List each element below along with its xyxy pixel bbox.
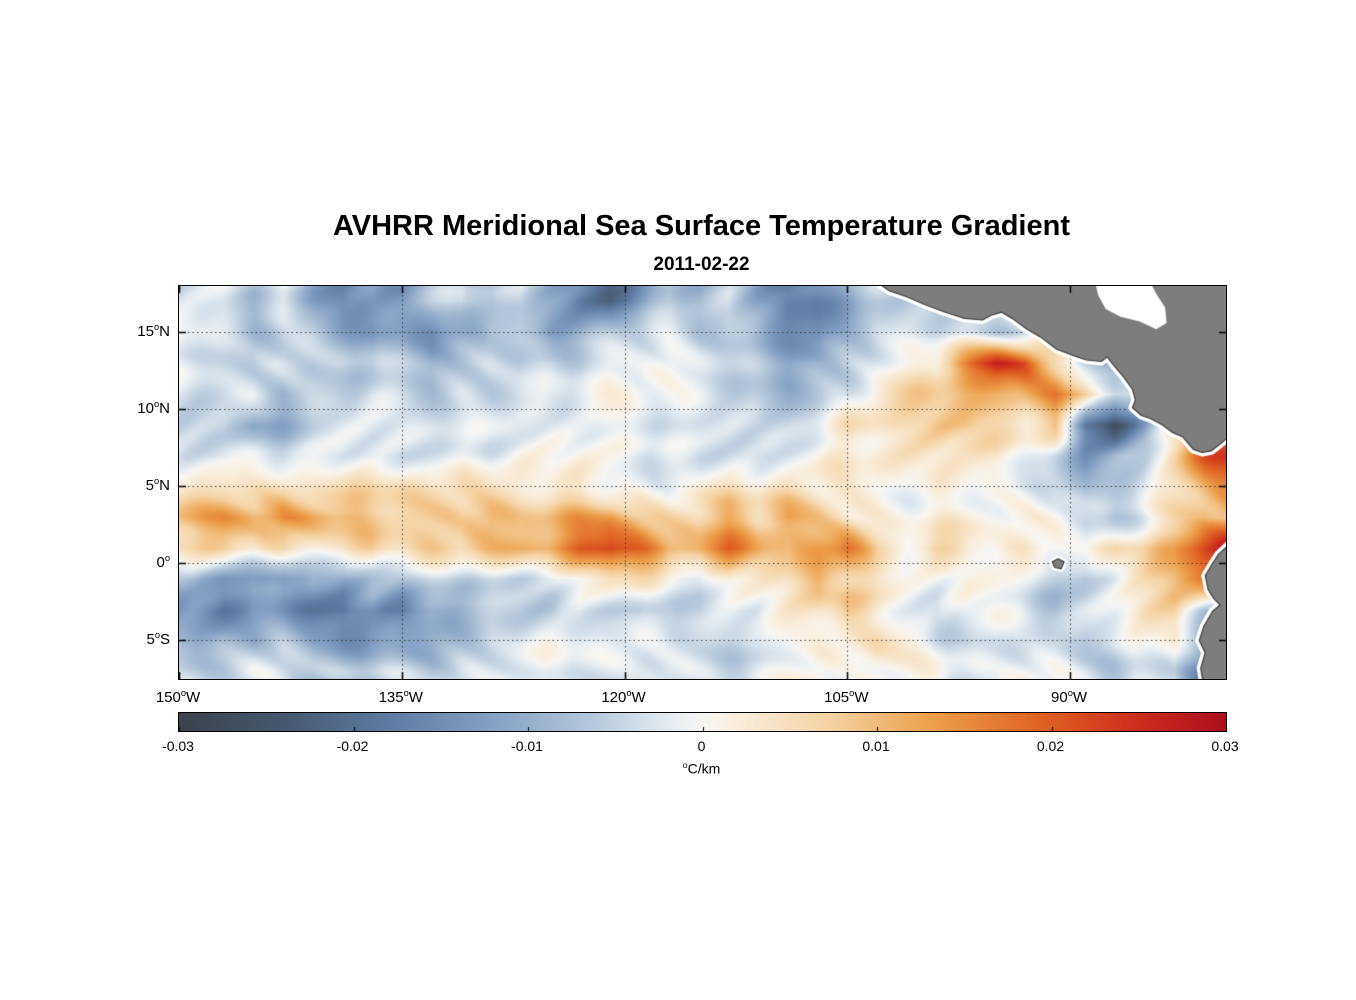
- chart-title: AVHRR Meridional Sea Surface Temperature…: [332, 210, 1070, 242]
- map-canvas: [178, 285, 1227, 680]
- colorbar-tick-label: 0.02: [1036, 738, 1065, 754]
- y-tick-label: 5oS: [146, 630, 170, 649]
- colorbar-tick-label: 0.01: [862, 738, 890, 754]
- x-tick-label: 120oW: [601, 688, 646, 706]
- colorbar-tick-label: -0.01: [511, 738, 543, 754]
- colorbar-tick-label: -0.03: [162, 738, 194, 754]
- y-tick-label: 5oN: [145, 476, 170, 495]
- y-tick-label: 15oN: [137, 322, 170, 341]
- y-tick-label: 0o: [156, 553, 170, 572]
- colorbar-canvas: [178, 712, 1227, 732]
- x-tick-label: 135oW: [378, 688, 423, 706]
- x-tick-label: 150oW: [155, 688, 201, 706]
- chart-date: 2011-02-22: [653, 254, 750, 275]
- x-tick-label: 105oW: [824, 688, 869, 706]
- colorbar-unit-label: oC/km: [682, 760, 721, 777]
- colorbar-tick-label: 0: [697, 738, 706, 754]
- colorbar-tick-label: 0.03: [1211, 738, 1239, 754]
- colorbar-tick-label: -0.02: [336, 738, 369, 754]
- y-tick-label: 10oN: [137, 399, 170, 418]
- x-tick-label: 90oW: [1051, 688, 1088, 706]
